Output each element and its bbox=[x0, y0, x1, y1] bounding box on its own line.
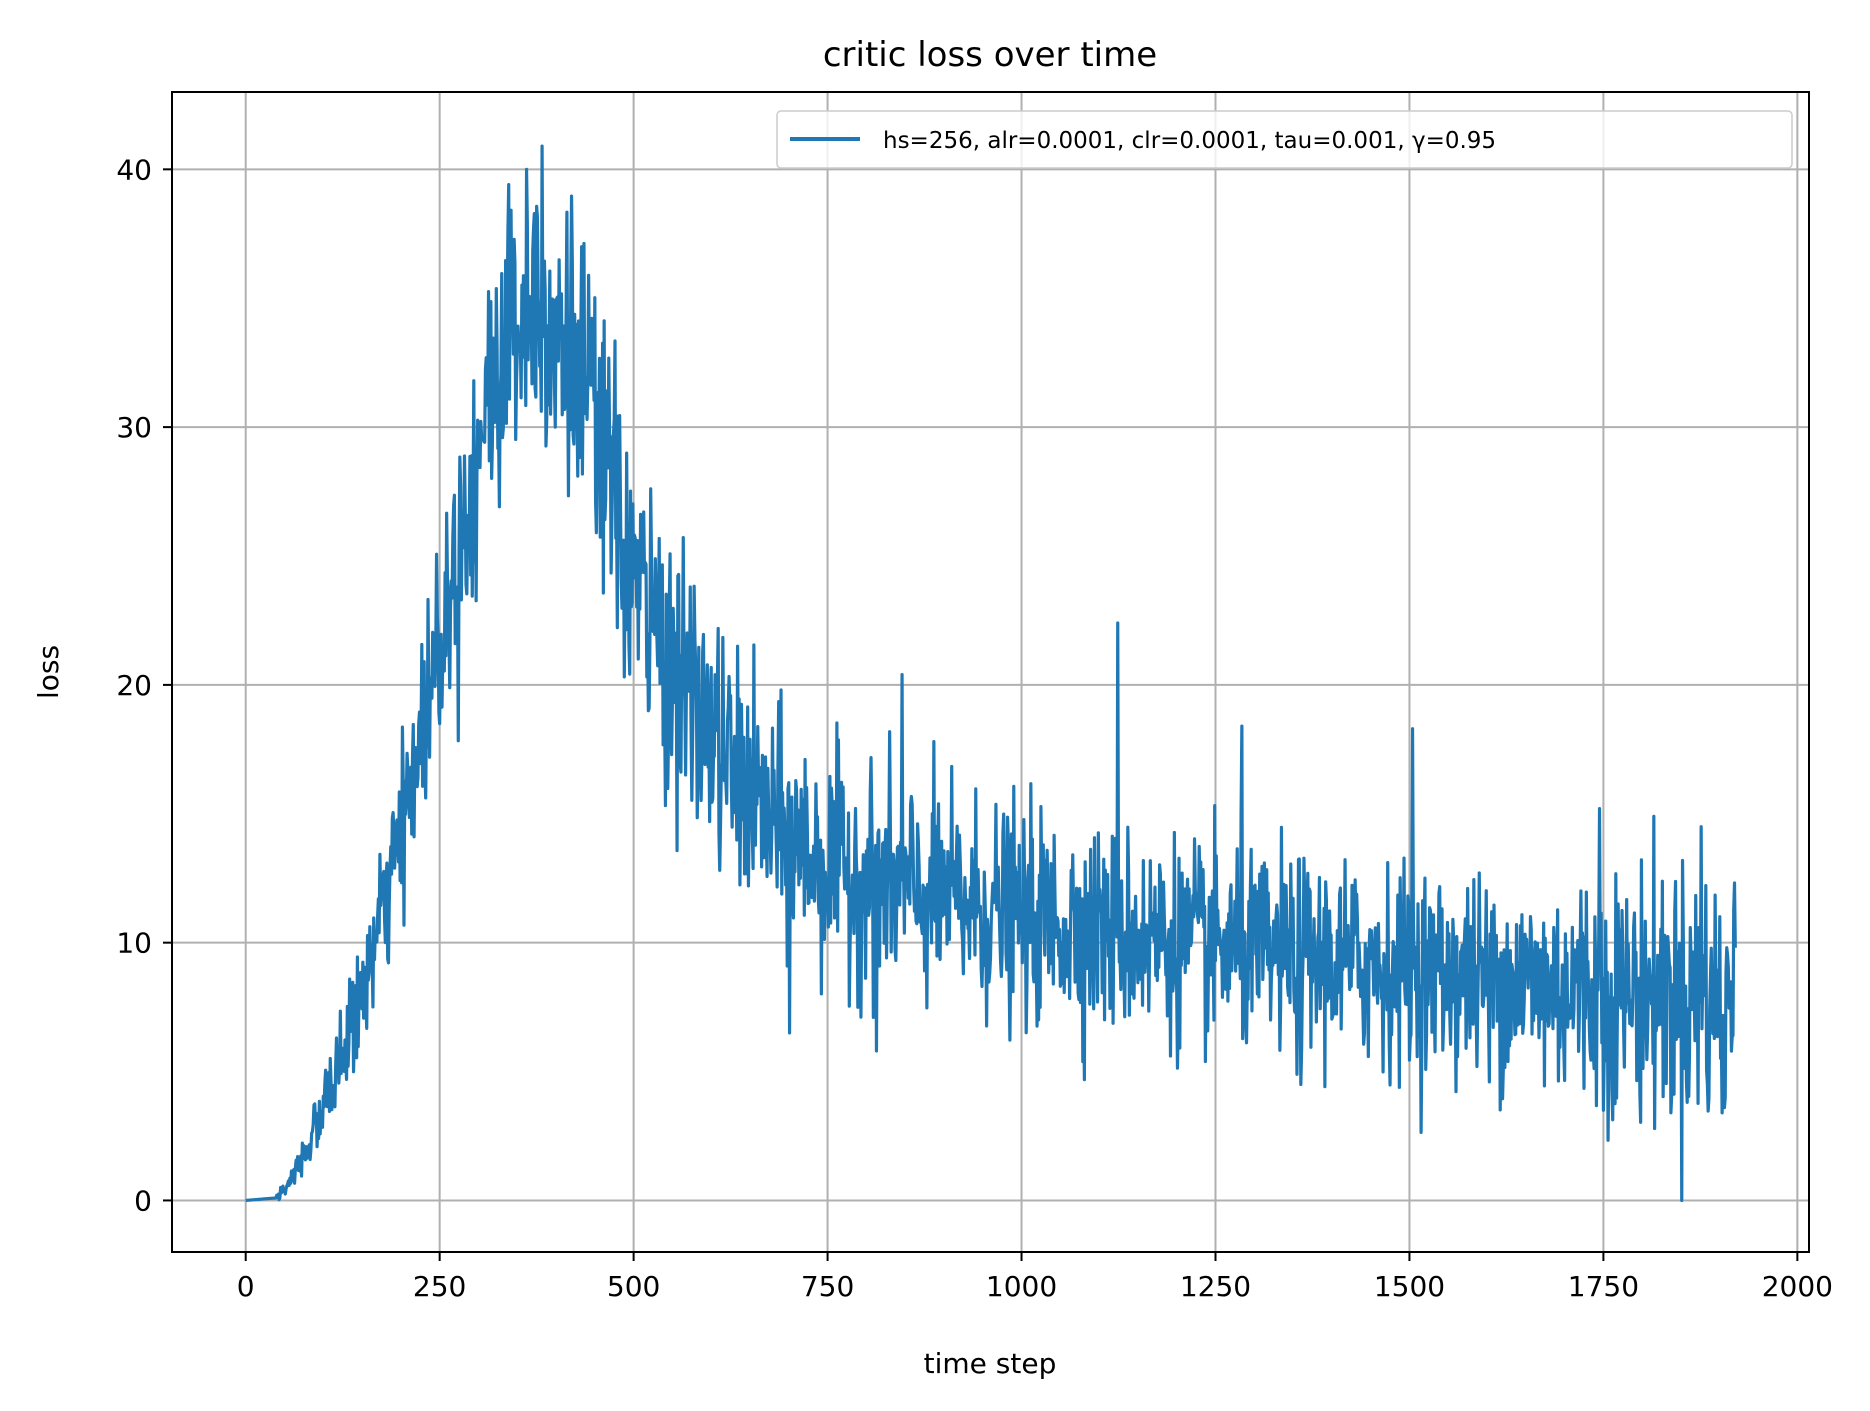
x-tick-label: 2000 bbox=[1762, 1270, 1833, 1303]
x-tick-label: 1500 bbox=[1374, 1270, 1445, 1303]
legend-box bbox=[776, 110, 1793, 169]
y-tick-label: 10 bbox=[116, 927, 152, 960]
x-axis-label: time step bbox=[924, 1347, 1057, 1380]
x-tick-label: 250 bbox=[413, 1270, 466, 1303]
y-axis-label: loss bbox=[32, 645, 65, 699]
x-tick-label: 1250 bbox=[1180, 1270, 1251, 1303]
plot-frame bbox=[171, 91, 1810, 1253]
x-tick-label: 0 bbox=[237, 1270, 255, 1303]
y-tick-label: 40 bbox=[116, 153, 152, 186]
y-tick-label: 0 bbox=[134, 1184, 152, 1217]
x-tick-label: 750 bbox=[801, 1270, 854, 1303]
y-tick-label: 30 bbox=[116, 411, 152, 444]
x-tick-label: 500 bbox=[607, 1270, 660, 1303]
y-tick-label: 20 bbox=[116, 669, 152, 702]
axis-ticks: 0 250 500 750 1000 1250 1500 1750 2000 0 10 20 30 40 bbox=[116, 153, 1833, 1303]
critic-loss-series-line bbox=[244, 144, 1737, 1203]
legend: hs=256, alr=0.0001, clr=0.0001, tau=0.00… bbox=[776, 110, 1793, 169]
plot-data bbox=[244, 144, 1737, 1203]
legend-label: hs=256, alr=0.0001, clr=0.0001, tau=0.00… bbox=[883, 128, 1496, 154]
x-tick-label: 1000 bbox=[986, 1270, 1057, 1303]
x-tick-label: 1750 bbox=[1568, 1270, 1639, 1303]
chart-title: critic loss over time bbox=[823, 35, 1157, 75]
